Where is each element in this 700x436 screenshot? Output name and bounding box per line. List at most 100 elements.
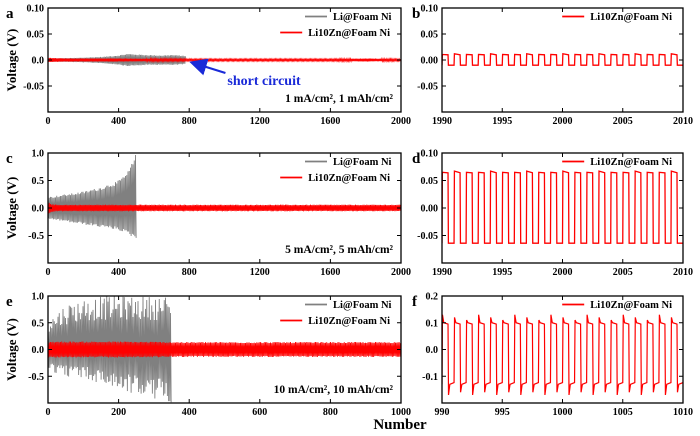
panel-b: 1990 1995 2000 2005 2010 0.10 0.05 0.00 -0.05 b Li… [412, 4, 693, 128]
y-tick-label: 0.2 [426, 292, 439, 303]
x-tick-label: 0 [46, 407, 51, 418]
x-tick-label: 400 [111, 116, 126, 127]
x-tick-label: 0 [46, 267, 51, 278]
x-tick-label: 2005 [613, 116, 633, 127]
series-b-li10zn [442, 52, 683, 66]
y-tick-label: -0.05 [417, 82, 438, 93]
panel-letter: e [6, 294, 13, 310]
panel-letter: a [6, 6, 14, 22]
x-tick-label: 995 [495, 407, 510, 418]
x-tick-label: 1990 [432, 267, 452, 278]
legend-label: Li10Zn@Foam Ni [590, 12, 672, 23]
series-c-li [48, 155, 137, 238]
y-tick-label: 0.05 [421, 176, 439, 187]
y-tick-label: 0.05 [421, 30, 439, 41]
x-tick-label: 400 [111, 267, 126, 278]
current-density-annotation: 5 mA/cm², 5 mAh/cm² [285, 244, 393, 256]
x-tick-label: 400 [182, 407, 197, 418]
y-tick-label: 0.0 [426, 345, 439, 356]
x-tick-label: 1995 [492, 116, 512, 127]
x-tick-label: 0 [46, 116, 51, 127]
current-density-annotation: 10 mA/cm², 10 mAh/cm² [274, 384, 394, 396]
series-d-li10zn [442, 170, 683, 244]
legend-label: Li10Zn@Foam Ni [590, 157, 672, 168]
plot-area-a [48, 54, 401, 67]
x-tick-label: 800 [182, 267, 197, 278]
series-e-li [48, 296, 172, 403]
x-tick-label: 2005 [613, 267, 633, 278]
series-a-li10zn [48, 56, 401, 64]
y-tick-label: -0.05 [23, 82, 44, 93]
x-tick-label: 1200 [250, 116, 270, 127]
y-tick-label: 0.00 [421, 204, 439, 215]
x-tick-label: 200 [111, 407, 126, 418]
y-tick-label: -0.5 [28, 231, 44, 242]
y-tick-label: 0.1 [426, 318, 439, 329]
y-tick-label: 0.0 [32, 204, 45, 215]
plot-area-f [442, 314, 683, 396]
y-tick-label: -0.05 [417, 231, 438, 242]
panel-a: 0 400 800 1200 1600 2000 0.10 0.05 0.0 -0.05 a Volt… [4, 4, 411, 128]
legend-label: Li10Zn@Foam Ni [308, 173, 390, 184]
legend-label: Li@Foam Ni [333, 12, 392, 23]
current-density-annotation: 1 mA/cm², 1 mAh/cm² [285, 93, 393, 105]
legend-label: Li10Zn@Foam Ni [308, 316, 390, 327]
shared-x-axis-title: Number [373, 417, 427, 433]
x-tick-label: 800 [323, 407, 338, 418]
panel-c: 0 400 800 1200 1600 2000 1.0 0.5 0.0 -0.5 c Voltage… [4, 149, 411, 279]
y-tick-label: 0.00 [421, 56, 439, 67]
short-circuit-arrow [189, 58, 226, 76]
x-tick-label: 2010 [673, 267, 693, 278]
x-tick-label: 1995 [492, 267, 512, 278]
x-tick-label: 1990 [432, 116, 452, 127]
x-tick-label: 1600 [320, 267, 340, 278]
plot-area-b [442, 52, 683, 66]
y-axis-title: Voltage (V) [4, 177, 19, 240]
series-f-li10zn [442, 314, 683, 396]
y-axis-title: Voltage (V) [4, 318, 19, 381]
legend-label: Li10Zn@Foam Ni [590, 300, 672, 311]
y-tick-label: -0.5 [28, 372, 44, 383]
plot-area-d [442, 170, 683, 244]
panel-letter: b [412, 6, 420, 22]
y-tick-label: 0.10 [421, 4, 439, 15]
panel-letter: f [412, 294, 418, 310]
y-tick-label: -0.1 [422, 372, 438, 383]
x-tick-label: 990 [435, 407, 450, 418]
y-tick-label: 0.10 [421, 149, 439, 160]
x-tick-label: 1000 [391, 407, 411, 418]
panel-d: 1990 1995 2000 2005 2010 0.10 0.05 0.00 -0.05 d Li… [412, 149, 693, 279]
y-tick-label: 0.10 [27, 4, 45, 15]
x-tick-label: 600 [252, 407, 267, 418]
legend-label: Li10Zn@Foam Ni [308, 28, 390, 39]
x-tick-label: 1010 [673, 407, 693, 418]
panel-letter: d [412, 151, 421, 167]
legend-label: Li@Foam Ni [333, 300, 392, 311]
x-tick-label: 2010 [673, 116, 693, 127]
plot-area-e [48, 296, 401, 403]
y-tick-label: 1.0 [32, 149, 45, 160]
legend-label: Li@Foam Ni [333, 157, 392, 168]
x-tick-label: 1200 [250, 267, 270, 278]
panel-e: 0 200 400 600 800 1000 1.0 0.5 0.0 -0.5 e Voltage (… [4, 292, 411, 419]
x-tick-label: 2000 [391, 267, 411, 278]
y-tick-label: 0.5 [32, 318, 45, 329]
plot-area-c [48, 155, 401, 238]
y-tick-label: 1.0 [32, 292, 45, 303]
x-tick-label: 800 [182, 116, 197, 127]
x-tick-label: 1000 [553, 407, 573, 418]
x-tick-label: 1600 [320, 116, 340, 127]
series-e-li10zn [48, 341, 401, 358]
series-c-li10zn [48, 201, 401, 214]
x-tick-label: 2000 [553, 116, 573, 127]
y-axis-title: Voltage (V) [4, 29, 19, 92]
y-tick-label: 0.05 [27, 30, 45, 41]
y-tick-label: 0.0 [32, 345, 45, 356]
y-tick-label: 0.5 [32, 176, 45, 187]
x-tick-label: 2000 [553, 267, 573, 278]
panel-f: 990 995 1000 1005 1010 0.2 0.1 0.0 -0.1 f Li10Zn@F… [412, 292, 693, 419]
panel-letter: c [6, 151, 13, 167]
x-tick-label: 2000 [391, 116, 411, 127]
x-tick-label: 1005 [613, 407, 633, 418]
